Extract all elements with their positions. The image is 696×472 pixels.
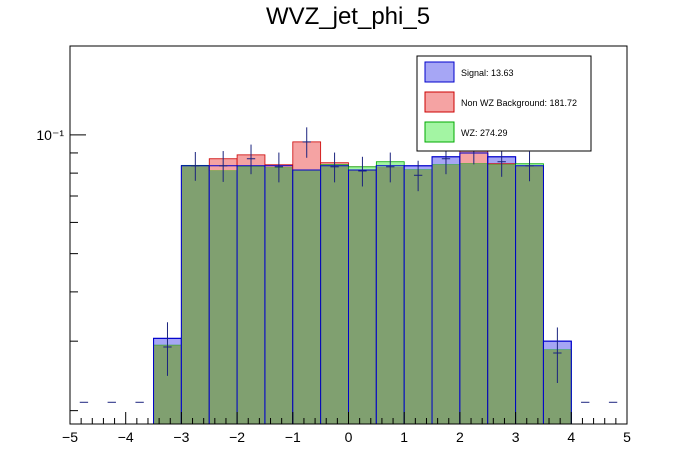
legend-swatch [424, 121, 455, 143]
bar-overlap [459, 163, 488, 424]
x-tick-label: 5 [623, 429, 631, 445]
legend-label: Signal: 13.63 [461, 68, 514, 78]
y-tick-label: 10⁻¹ [36, 127, 64, 143]
bar-overlap [432, 164, 460, 424]
x-tick-label: 4 [567, 429, 575, 445]
bar-overlap [320, 165, 349, 424]
bar-overlap [237, 166, 265, 424]
x-tick-label: −1 [285, 429, 301, 445]
data-points [79, 127, 618, 403]
bar-overlap [181, 165, 210, 424]
x-tick-label: 2 [456, 429, 464, 445]
bar-overlap [487, 164, 516, 424]
x-tick-label: 3 [512, 429, 520, 445]
bar-overlap [292, 169, 321, 424]
bar-overlap [515, 165, 544, 424]
bar-overlap [348, 169, 377, 424]
legend-label: Non WZ Background: 181.72 [461, 98, 577, 108]
x-tick-label: −5 [62, 429, 78, 445]
x-tick-label: −3 [173, 429, 189, 445]
axes: −5 −4 −3 −2 −1 0 1 2 3 4 5 10⁻¹ [36, 127, 631, 445]
legend-swatch [424, 61, 455, 83]
x-tick-label: 0 [345, 429, 353, 445]
bar-overlap [264, 167, 293, 424]
bar-overlap [404, 169, 433, 424]
x-tick-label: −4 [118, 429, 134, 445]
x-tick-label: 1 [400, 429, 408, 445]
bar-overlap [209, 170, 238, 424]
x-tick-label: −2 [229, 429, 245, 445]
legend-label: WZ: 274.29 [461, 128, 508, 138]
legend: Signal: 13.63 Non WZ Background: 181.72 WZ… [416, 55, 592, 152]
bar-overlap [376, 166, 405, 424]
chart-title: WVZ_jet_phi_5 [266, 3, 430, 30]
legend-swatch [424, 91, 455, 113]
